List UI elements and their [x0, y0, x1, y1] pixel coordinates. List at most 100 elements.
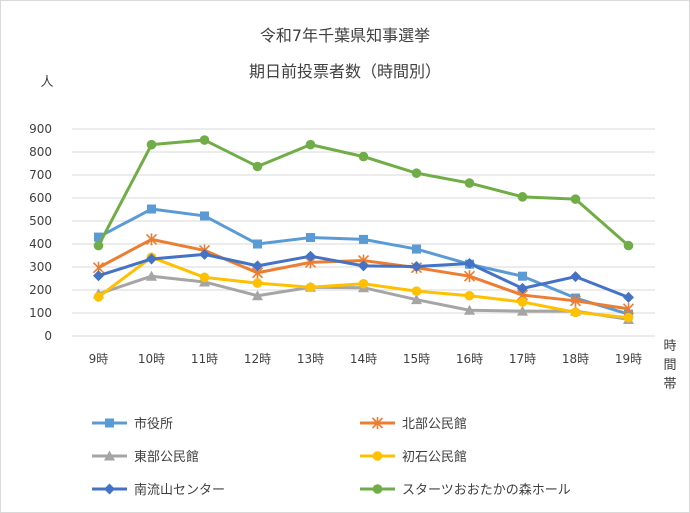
- legend-marker: [105, 418, 114, 428]
- x-tick-label: 12時: [244, 352, 271, 366]
- x-tick-label: 9時: [89, 352, 109, 366]
- data-point: [358, 260, 369, 272]
- data-point: [93, 270, 104, 282]
- x-tick-label: 15時: [403, 352, 430, 366]
- data-point: [358, 278, 369, 289]
- legend-marker: [371, 417, 384, 429]
- legend-label: 南流山センター: [134, 482, 225, 498]
- legend-label: 初石公民館: [402, 450, 467, 465]
- chart-title: 令和7年千葉県知事選挙: [260, 26, 430, 45]
- data-point: [411, 286, 422, 296]
- data-point: [623, 312, 634, 323]
- data-point: [570, 271, 581, 283]
- data-point: [306, 233, 315, 243]
- chart-subtitle: 期日前投票者数（時間別）: [249, 62, 441, 81]
- data-point: [252, 260, 263, 272]
- legend-label: 市役所: [134, 416, 173, 432]
- data-point: [517, 192, 528, 202]
- data-point: [94, 232, 103, 242]
- series-2: [92, 233, 635, 315]
- series-5: [93, 248, 634, 303]
- series-6: [93, 135, 634, 251]
- legend-label: 東部公民館: [134, 449, 199, 465]
- x-axis-label: 時間帯: [663, 339, 676, 392]
- data-point: [412, 244, 421, 254]
- data-point: [464, 290, 475, 301]
- series-line: [97, 237, 630, 311]
- legend-item: 初石公民館: [360, 450, 467, 465]
- data-point: [145, 233, 158, 246]
- data-point: [569, 294, 582, 307]
- data-point: [305, 250, 316, 262]
- y-tick-label: 600: [29, 191, 52, 205]
- y-tick-label: 0: [44, 329, 52, 343]
- data-point: [411, 261, 422, 273]
- data-point: [252, 290, 263, 301]
- y-tick-label: 100: [29, 306, 52, 320]
- y-tick-label: 200: [29, 283, 52, 297]
- legend-item: 南流山センター: [92, 482, 225, 498]
- legend-marker: [104, 483, 115, 495]
- data-point: [570, 194, 581, 204]
- data-point: [570, 307, 581, 318]
- x-axis-label-text: 時間帯: [663, 339, 676, 392]
- y-tick-label: 700: [29, 168, 52, 182]
- legend-item: スターツおおたかの森ホール: [360, 483, 571, 498]
- data-point: [463, 270, 476, 283]
- data-point: [623, 240, 634, 251]
- y-tick-labels: 0 100 200 300 400 500 600 700 800 900: [29, 122, 52, 343]
- legend-marker: [104, 450, 115, 461]
- data-point: [93, 240, 104, 251]
- x-tick-label: 13時: [297, 352, 324, 366]
- data-point: [359, 234, 368, 244]
- data-point: [146, 270, 157, 281]
- data-point: [146, 139, 157, 150]
- data-point: [411, 168, 422, 178]
- data-point: [305, 139, 316, 150]
- data-point: [517, 282, 528, 294]
- data-point: [253, 239, 262, 249]
- data-point: [252, 278, 263, 288]
- data-point: [464, 258, 475, 270]
- data-point: [464, 178, 475, 188]
- y-tick-label: 300: [29, 260, 52, 274]
- y-tick-label: 400: [29, 237, 52, 251]
- data-point: [518, 271, 527, 281]
- data-point: [464, 304, 475, 315]
- data-point: [199, 272, 210, 283]
- data-point: [146, 253, 157, 265]
- x-tick-label: 19時: [615, 352, 642, 366]
- legend-item: 東部公民館: [92, 449, 199, 465]
- data-point: [623, 291, 634, 303]
- legend-item: 北部公民館: [360, 417, 467, 432]
- legend-item: 市役所: [92, 416, 173, 432]
- data-point: [517, 305, 528, 316]
- data-point: [358, 151, 369, 162]
- y-axis-label: 人: [40, 75, 53, 90]
- x-tick-label: 11時: [191, 352, 218, 366]
- data-point: [252, 161, 263, 172]
- data-point: [200, 211, 209, 221]
- data-point: [199, 248, 210, 260]
- x-tick-label: 18時: [562, 352, 589, 366]
- x-tick-label: 14時: [350, 352, 377, 366]
- data-point: [517, 297, 528, 307]
- data-point: [305, 282, 316, 293]
- legend-label: スターツおおたかの森ホール: [402, 483, 571, 498]
- x-tick-label: 17時: [509, 352, 536, 366]
- x-tick-label: 10時: [138, 352, 165, 366]
- y-tick-label: 500: [29, 214, 52, 228]
- series-group: [92, 135, 635, 324]
- y-tick-label: 900: [29, 122, 52, 136]
- y-tick-label: 800: [29, 145, 52, 159]
- data-point: [93, 292, 104, 302]
- data-point: [199, 135, 210, 145]
- x-tick-label: 16時: [456, 352, 483, 366]
- data-point: [147, 204, 156, 214]
- legend-label: 北部公民館: [402, 417, 467, 432]
- x-tick-labels: 9時 10時 11時 12時 13時 14時 15時 16時 17時 18時 19時: [89, 352, 642, 366]
- legend-marker: [372, 451, 383, 461]
